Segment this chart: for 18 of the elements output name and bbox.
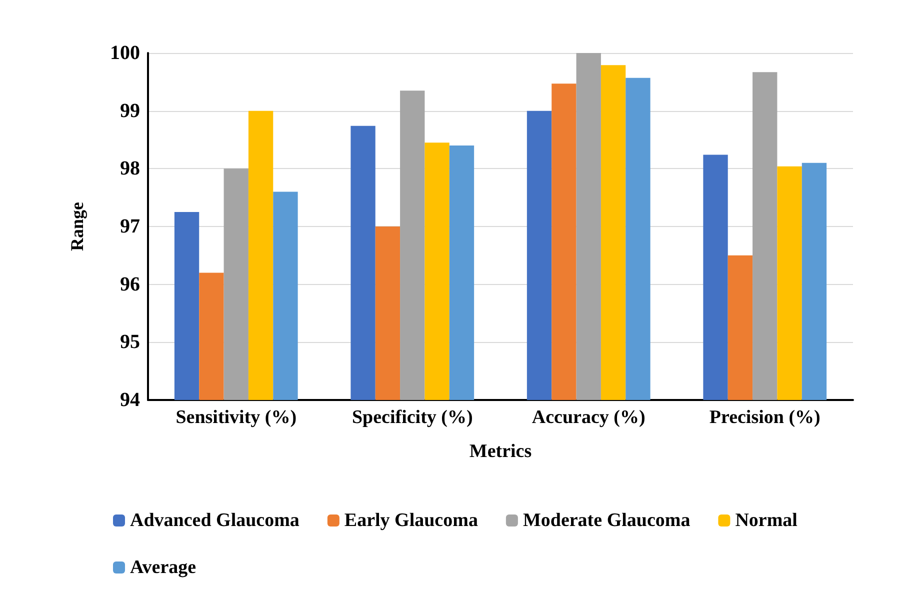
x-tick-label: Specificity (%) xyxy=(352,407,473,428)
x-tick-label: Precision (%) xyxy=(709,407,820,428)
legend-label: Advanced Glaucoma xyxy=(130,510,300,531)
y-tick-label: 100 xyxy=(110,42,140,64)
legend-label: Moderate Glaucoma xyxy=(522,510,691,531)
legend-label: Early Glaucoma xyxy=(344,510,478,531)
y-tick-label: 94 xyxy=(120,389,140,411)
legend-label: Average xyxy=(130,557,196,578)
x-axis-title: Metrics xyxy=(469,441,532,462)
x-tick-label: Accuracy (%) xyxy=(532,407,646,428)
y-tick-label: 95 xyxy=(120,331,140,354)
y-tick-label: 96 xyxy=(120,273,140,296)
x-tick-label: Sensitivity (%) xyxy=(176,407,297,428)
legend-label: Normal xyxy=(735,510,798,531)
y-tick-label: 98 xyxy=(120,158,140,180)
y-tick-label: 97 xyxy=(120,216,140,238)
y-tick-label: 99 xyxy=(120,100,140,122)
y-axis-title: Range xyxy=(67,202,87,251)
